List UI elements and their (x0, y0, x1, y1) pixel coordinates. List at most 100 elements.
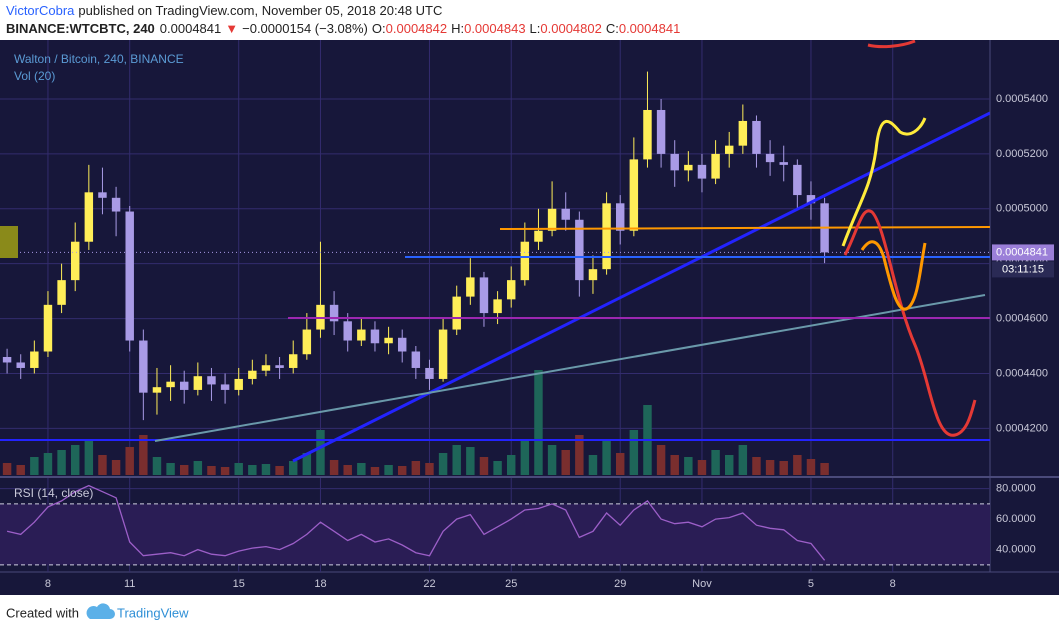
volume-bar (820, 463, 829, 475)
volume-bar (411, 461, 421, 475)
volume-bar (43, 453, 53, 475)
candle-body (602, 203, 611, 270)
volume-bar (506, 455, 516, 475)
candle-body (152, 387, 162, 393)
volume-bar (207, 466, 216, 475)
x-tick-label: 25 (505, 578, 517, 590)
candle-body (711, 153, 720, 179)
volume-bar (16, 465, 25, 475)
candle-body (288, 354, 298, 368)
candle-body (534, 230, 543, 242)
symbol: BINANCE:WTCBTC, 240 (6, 21, 155, 36)
candle-body (139, 340, 148, 393)
x-tick-label: 5 (808, 578, 814, 590)
volume-bar (70, 445, 80, 475)
volume-bar (670, 455, 679, 475)
marker-box (0, 226, 18, 258)
volume-bar (425, 463, 434, 475)
y-tick-label: 0.0005000 (996, 203, 1048, 215)
volume-bar (547, 445, 557, 475)
volume-bar (479, 457, 489, 475)
trend-line (292, 111, 990, 463)
candle-body (643, 109, 652, 160)
volume-bar (84, 440, 94, 475)
brand[interactable]: TradingView (117, 605, 189, 620)
footer: Created with TradingView (6, 603, 189, 620)
projection-curve (860, 240, 927, 311)
candle-body (220, 384, 230, 390)
volume-bar (98, 455, 107, 475)
candle-body (111, 197, 121, 212)
candle-body (98, 192, 107, 198)
candle-body (520, 241, 530, 281)
volume-bar (234, 463, 243, 475)
candle-body (697, 164, 707, 179)
volume-bar (30, 457, 39, 475)
chart-layer: 8 11 15 18 22 25 29 Nov 5 8 0.0004200 0.0004400 0.00… (0, 40, 1054, 590)
volume-bar (139, 435, 148, 475)
rsi-line (6, 484, 826, 561)
candle-body (193, 376, 203, 390)
candle-body (248, 370, 257, 379)
projection-curve (841, 117, 927, 247)
candle-body (793, 164, 802, 196)
candle-body (84, 192, 94, 242)
volume-bar (575, 435, 584, 475)
volume-bar (125, 447, 134, 475)
volume-bar (166, 463, 175, 475)
candle-body (397, 337, 407, 352)
y-tick-label: 60.0000 (996, 513, 1036, 525)
volume-bar (738, 445, 748, 475)
y-tick-label: 0.0005200 (996, 148, 1048, 160)
y-tick-label: 0.0004400 (996, 367, 1048, 379)
last: 0.0004841 (160, 21, 221, 36)
pane-title: Walton / Bitcoin, 240, BINANCE (14, 52, 184, 66)
volume-bar (193, 461, 203, 475)
candle-body (302, 329, 312, 355)
volume-bar (438, 453, 448, 475)
volume-bar (561, 450, 570, 475)
volume-bar (697, 460, 707, 475)
last-price-tag (992, 244, 1054, 261)
volume-bar (248, 465, 257, 475)
x-tick-label: 11 (124, 578, 135, 590)
volume-bar (684, 457, 693, 475)
x-tick-label: 15 (233, 578, 245, 590)
candle-body (70, 241, 80, 281)
volume-bar (520, 440, 530, 475)
candle-body (656, 109, 666, 154)
ohlc-value: 0.0004843 (464, 21, 525, 36)
volume-bar (765, 460, 775, 475)
volume-bar (656, 445, 666, 475)
author[interactable]: VictorCobra (6, 3, 75, 18)
candle-body (438, 329, 448, 379)
projection-curve (867, 40, 916, 49)
candle-body (425, 367, 434, 379)
candle-body (370, 329, 380, 344)
x-tick-label: Nov (692, 578, 712, 590)
drawings (0, 40, 990, 463)
last-price-label: 0.0004841 (996, 246, 1048, 258)
x-tick-label: 22 (423, 578, 435, 590)
candle-body (179, 381, 189, 390)
volume-bar (779, 461, 788, 475)
volume-bar (275, 466, 284, 475)
byline: VictorCobra published on TradingView.com,… (6, 3, 442, 18)
candle-body (738, 120, 748, 146)
candle-body (452, 296, 461, 330)
ohlc-value: 0.0004842 (386, 21, 447, 36)
arrow: ▼ (225, 21, 238, 36)
volume-bar (397, 466, 407, 475)
volume-bar (466, 447, 475, 475)
volume-bar (57, 450, 66, 475)
trend-line (154, 294, 986, 442)
volume-bar (220, 467, 230, 475)
volume-bar (111, 460, 121, 475)
y-tick-label: 0.0004600 (996, 312, 1048, 324)
volume-bar (711, 450, 720, 475)
brand-logo[interactable] (86, 603, 115, 619)
volume-bar (588, 455, 598, 475)
candle-body (261, 365, 271, 371)
